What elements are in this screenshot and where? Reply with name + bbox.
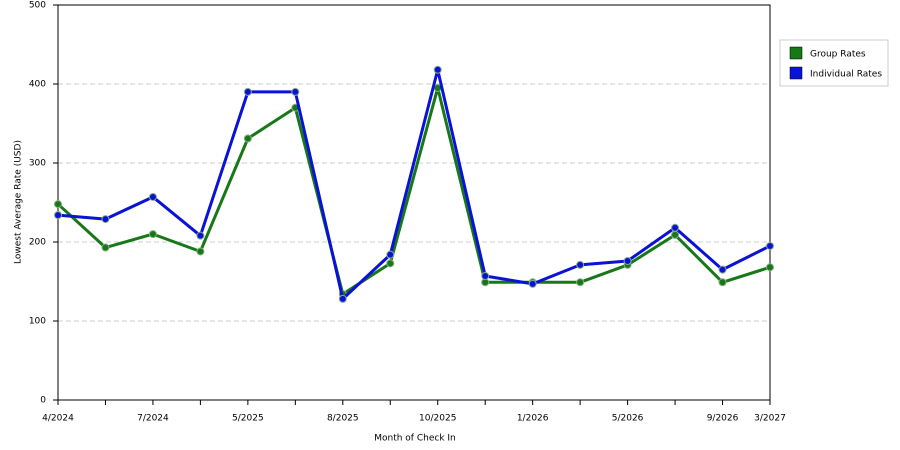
point: [671, 223, 680, 232]
legend-swatch: [789, 66, 803, 80]
point: [148, 192, 157, 201]
x-tick-label: 9/2026: [707, 414, 739, 424]
point: [671, 230, 680, 239]
point: [243, 134, 252, 143]
x-tick-label: 3/2027: [754, 414, 786, 424]
y-tick-label: 500: [29, 1, 46, 11]
x-tick-label: 1/2026: [517, 414, 549, 424]
point: [718, 278, 727, 287]
point: [101, 215, 110, 224]
x-tick-label: 5/2026: [612, 414, 644, 424]
y-axis-title: Lowest Average Rate (USD): [14, 140, 24, 264]
point: [386, 259, 395, 268]
point: [623, 256, 632, 265]
point: [576, 278, 585, 287]
point: [338, 294, 347, 303]
point: [54, 200, 62, 209]
point: [433, 65, 442, 74]
point: [196, 231, 205, 240]
y-tick-label: 100: [29, 317, 46, 327]
series-line: [57, 68, 771, 301]
point: [54, 211, 62, 220]
x-tick-label: 7/2024: [137, 414, 169, 424]
legend-label: Group Rates: [810, 50, 866, 60]
x-tick-label: 8/2025: [327, 414, 359, 424]
y-tick-label: 400: [29, 80, 46, 90]
y-tick-label: 0: [40, 396, 46, 406]
x-tick-label: 5/2025: [232, 414, 264, 424]
legend-swatch: [789, 46, 803, 60]
x-tick-label: 4/2024: [42, 414, 74, 424]
point: [528, 279, 537, 288]
point: [766, 263, 774, 272]
point: [291, 87, 300, 96]
y-tick-label: 200: [29, 238, 46, 248]
point: [148, 230, 157, 239]
point: [386, 250, 395, 259]
point: [481, 271, 490, 280]
x-axis-title: Month of Check In: [374, 434, 456, 444]
series-line: [56, 86, 771, 296]
point: [101, 243, 110, 252]
point: [196, 247, 205, 256]
plot-frame: [57, 4, 771, 401]
y-tick-label: 300: [29, 159, 46, 169]
point: [766, 241, 774, 250]
point: [576, 260, 585, 269]
point: [243, 87, 252, 96]
legend-label: Individual Rates: [810, 70, 882, 80]
point: [718, 265, 727, 274]
x-tick-label: 10/2025: [419, 414, 456, 424]
